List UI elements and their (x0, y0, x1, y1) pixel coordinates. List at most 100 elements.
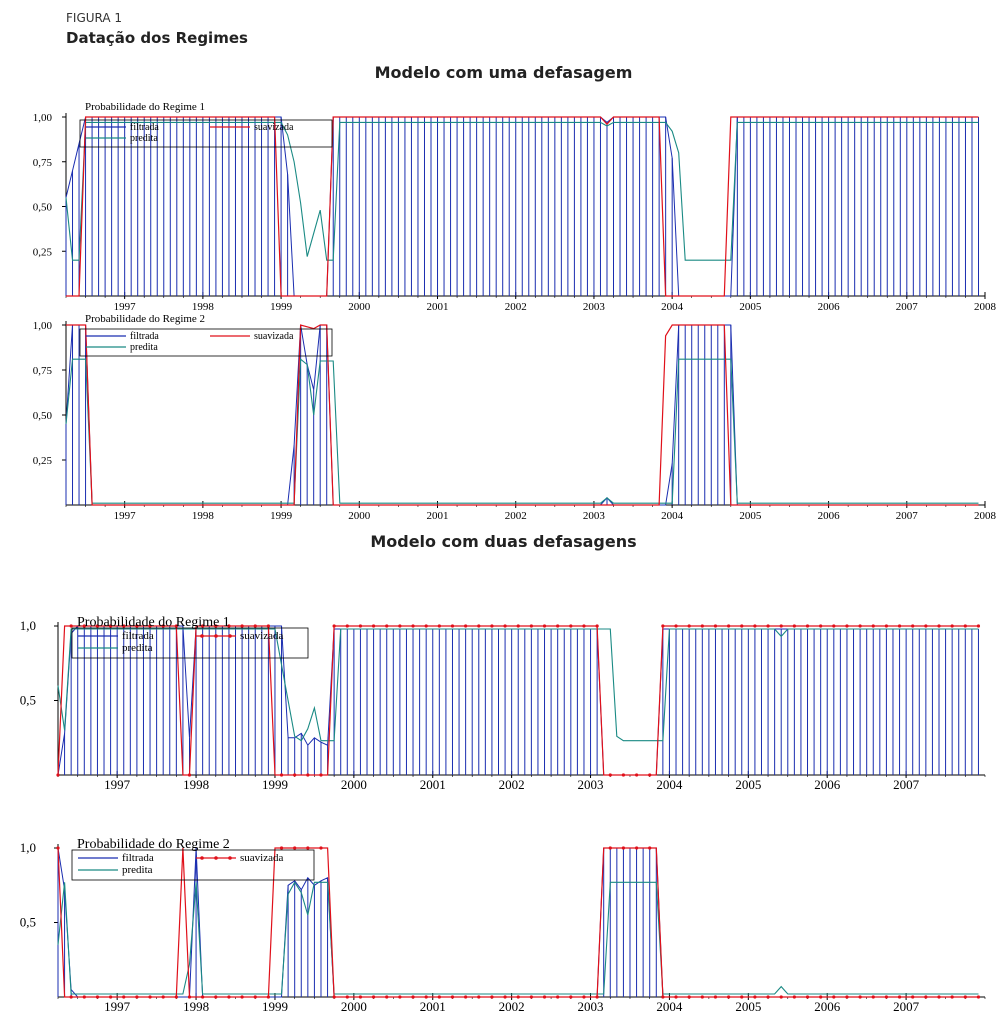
x-tick-label: 2004 (656, 777, 683, 792)
suavizada-marker (95, 995, 100, 999)
suavizada-marker (358, 995, 363, 999)
suavizada-marker (240, 624, 244, 628)
suavizada-marker (108, 624, 113, 628)
series-filtrada (65, 116, 980, 297)
suavizada-marker (371, 995, 376, 999)
x-tick-label: 2005 (735, 777, 761, 792)
suavizada-marker (69, 624, 73, 628)
suavizada-marker (122, 995, 126, 999)
suavizada-marker (227, 624, 231, 628)
x-tick-label: 2008 (974, 510, 997, 522)
suavizada-marker (542, 995, 547, 999)
y-tick-label: 1,0 (20, 840, 36, 855)
suavizada-marker (345, 995, 349, 999)
suavizada-marker (556, 995, 560, 999)
x-tick-label: 1998 (183, 999, 209, 1014)
y-tick-label: 1,00 (33, 320, 53, 332)
suavizada-marker (542, 624, 547, 628)
x-tick-label: 2000 (341, 777, 367, 792)
legend-label-filtrada: filtrada (122, 630, 154, 642)
suavizada-marker (503, 995, 507, 999)
suavizada-marker (345, 624, 349, 628)
x-tick-label: 2002 (499, 999, 525, 1014)
suavizada-marker (779, 995, 783, 999)
x-tick-label: 2005 (735, 999, 761, 1014)
suavizada-marker (437, 995, 441, 999)
suavizada-marker (924, 995, 928, 999)
series-predita (57, 628, 979, 742)
x-tick-label: 2000 (348, 301, 371, 313)
suavizada-marker (792, 995, 796, 999)
x-tick-label: 1997 (114, 301, 137, 313)
suavizada-marker (398, 995, 402, 999)
suavizada-marker (201, 624, 205, 628)
suavizada-marker (595, 995, 599, 999)
suavizada-marker (516, 624, 520, 628)
x-tick-label: 1997 (104, 777, 131, 792)
x-tick-label: 1998 (183, 777, 209, 792)
x-tick-label: 2006 (818, 510, 841, 522)
x-tick-label: 2004 (656, 999, 683, 1014)
suavizada-marker (648, 773, 652, 777)
x-tick-label: 1998 (192, 510, 215, 522)
suavizada-marker (569, 624, 573, 628)
suavizada-marker (56, 773, 60, 777)
suavizada-marker (174, 995, 178, 999)
suavizada-marker (884, 995, 889, 999)
suavizada-marker (871, 624, 875, 628)
x-tick-label: 1999 (270, 301, 293, 313)
suavizada-marker (95, 624, 100, 628)
suavizada-marker (187, 995, 192, 999)
chart-regime-2-one-lag: 0,25 0,50 0,75 1,00 1997 1998 1999 2000 2001 2002… (33, 313, 997, 522)
x-tick-label: 2001 (427, 510, 449, 522)
legend-label-predita: predita (122, 864, 153, 876)
suavizada-marker (937, 624, 941, 628)
legend-marker (228, 634, 232, 638)
suavizada-marker (529, 995, 533, 999)
suavizada-marker (845, 995, 849, 999)
suavizada-marker (293, 773, 297, 777)
suavizada-marker (779, 624, 783, 628)
suavizada-marker (56, 846, 60, 850)
suavizada-marker (279, 773, 284, 777)
x-tick-label: 2004 (661, 301, 684, 313)
x-tick-label: 1999 (270, 510, 293, 522)
suavizada-marker (713, 995, 718, 999)
y-tick-label: 0,75 (33, 365, 53, 377)
section-title-two-lags: Modelo com duas defasagens (370, 532, 637, 551)
section-title-one-lag: Modelo com uma defasagem (374, 63, 633, 82)
suavizada-marker (674, 995, 678, 999)
x-tick-label: 2003 (583, 301, 606, 313)
suavizada-marker (266, 995, 270, 999)
suavizada-marker (332, 995, 336, 999)
suavizada-marker (608, 773, 612, 777)
suavizada-marker (240, 995, 244, 999)
suavizada-marker (135, 995, 139, 999)
suavizada-marker (293, 846, 297, 850)
suavizada-marker (819, 995, 823, 999)
legend-marker (228, 856, 232, 860)
suavizada-marker (897, 995, 902, 999)
suavizada-marker (174, 624, 178, 628)
suavizada-marker (279, 846, 284, 850)
suavizada-marker (266, 624, 270, 628)
x-tick-label: 2006 (814, 999, 841, 1014)
x-tick-label: 1997 (104, 999, 131, 1014)
x-tick-label: 2007 (896, 510, 919, 522)
suavizada-marker (792, 624, 796, 628)
suavizada-marker (82, 995, 86, 999)
figure-title: Datação dos Regimes (66, 29, 248, 47)
chart-regime-1-two-lags: 0,5 1,0 1997 1998 1999 2000 2001 2002 2003 2004 20… (20, 615, 986, 792)
suavizada-marker (937, 995, 941, 999)
suavizada-marker (582, 995, 586, 999)
suavizada-marker (306, 773, 310, 777)
x-tick-label: 1999 (262, 777, 288, 792)
suavizada-marker (464, 624, 468, 628)
suavizada-marker (424, 624, 428, 628)
legend-box (71, 627, 309, 659)
suavizada-marker (424, 995, 428, 999)
suavizada-marker (529, 624, 533, 628)
legend-marker (200, 634, 204, 638)
x-tick-label: 2003 (583, 510, 606, 522)
x-tick-label: 1997 (114, 510, 137, 522)
